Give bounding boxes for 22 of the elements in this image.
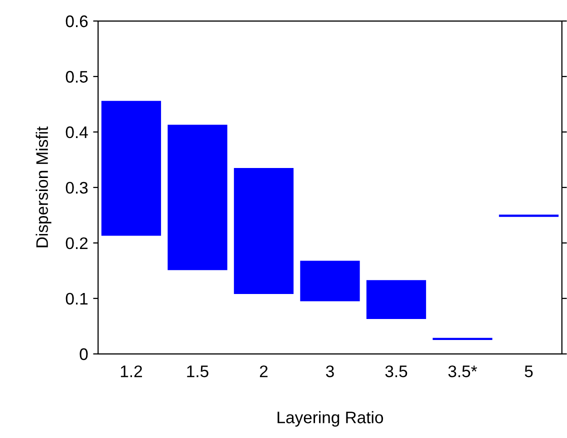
y-tick-label: 0.1 [66, 292, 88, 305]
y-axis-title: Dispersion Misfit [36, 126, 52, 248]
x-tick-label: 3 [326, 365, 334, 378]
x-axis-title: Layering Ratio [278, 411, 384, 427]
y-tick-label: 0 [80, 348, 88, 360]
bar [366, 280, 426, 319]
y-tick-label: 0.2 [66, 237, 88, 250]
bar [101, 100, 162, 236]
x-tick-label: 5 [524, 366, 533, 378]
y-tick-label: 0.3 [66, 182, 88, 194]
x-tick-label: 3.5 [385, 365, 408, 378]
bar [432, 338, 492, 340]
bar [300, 260, 360, 302]
x-tick-label: 1.5 [187, 366, 208, 378]
x-tick-label: 1.2 [120, 365, 142, 378]
bar [168, 124, 228, 270]
y-tick-label: 0.5 [66, 70, 88, 83]
x-tick-label: 3.5* [448, 365, 478, 378]
y-tick-label: 0.6 [66, 15, 88, 28]
x-tick-label: 2 [260, 365, 268, 378]
bar [234, 168, 294, 294]
y-tick-label: 0.4 [66, 126, 88, 138]
